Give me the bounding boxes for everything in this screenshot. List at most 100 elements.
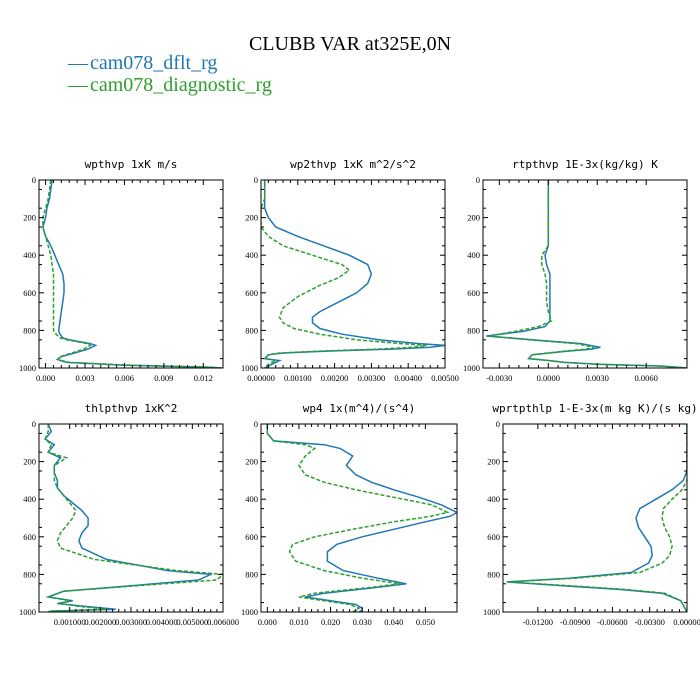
plot-frame: [502, 423, 688, 613]
y-tick-label: 400: [23, 494, 36, 504]
y-tick-label: 800: [245, 325, 258, 335]
panel-2: wp2thvp 1xK m^2/s^2020040060080010000.00…: [241, 158, 459, 383]
x-tick-label: 0.030: [353, 617, 372, 627]
x-tick-label: 0.020: [321, 617, 340, 627]
x-tick-label: 0.000: [36, 373, 55, 383]
y-tick-label: 600: [487, 532, 500, 542]
panel-title: wp2thvp 1xK m^2/s^2: [290, 158, 416, 171]
legend-marker-2: —: [67, 74, 89, 96]
panel-title: thlpthvp 1xK^2: [85, 402, 178, 415]
series-line-dflt: [266, 424, 457, 612]
series-line-diagnostic: [266, 424, 450, 612]
panel-title: wp4 1x(m^4)/(s^4): [303, 402, 416, 415]
y-tick-label: 400: [467, 250, 480, 260]
x-tick-label: -0.00900: [560, 617, 590, 627]
series-line-diagnostic: [44, 424, 223, 612]
y-tick-label: 1000: [241, 363, 258, 373]
y-tick-label: 800: [467, 325, 480, 335]
x-tick-label: 0.00100: [284, 373, 312, 383]
y-tick-label: 0: [476, 175, 480, 185]
y-tick-label: 1000: [19, 607, 36, 617]
x-tick-label: 0.050: [416, 617, 435, 627]
x-tick-label: 0.005000: [176, 617, 208, 627]
x-tick-label: 0.010: [289, 617, 308, 627]
y-tick-label: 600: [245, 532, 258, 542]
x-tick-label: 0.0030: [586, 373, 609, 383]
y-tick-label: 800: [23, 325, 36, 335]
y-tick-label: 0: [254, 175, 258, 185]
panel-4: thlpthvp 1xK^2020040060080010000.0010000…: [19, 402, 239, 627]
x-tick-label: 0.00500: [431, 373, 459, 383]
y-tick-label: 200: [23, 457, 36, 467]
y-tick-label: 0: [32, 419, 36, 429]
x-tick-label: -0.00600: [597, 617, 627, 627]
y-tick-label: 1000: [241, 607, 258, 617]
series-line-diagnostic: [261, 180, 427, 368]
series-line-dflt: [43, 424, 214, 612]
x-tick-label: -0.01200: [523, 617, 553, 627]
series-line-diagnostic: [506, 424, 687, 612]
y-tick-label: 200: [467, 213, 480, 223]
x-tick-label: -0.0030: [486, 373, 512, 383]
y-tick-label: 600: [23, 532, 36, 542]
plot-frame: [38, 179, 224, 369]
y-tick-label: 800: [487, 569, 500, 579]
x-tick-label: 0.009: [154, 373, 173, 383]
x-tick-label: 0.00000: [673, 617, 700, 627]
panel-title: wprtpthlp 1-E-3x(m kg K)/(s kg): [492, 402, 697, 415]
x-tick-label: 0.040: [384, 617, 403, 627]
x-tick-label: 0.003000: [115, 617, 147, 627]
y-tick-label: 1000: [19, 363, 36, 373]
x-tick-label: 0.006: [115, 373, 134, 383]
legend: — cam078_dflt_rg — cam078_diagnostic_rg: [67, 52, 272, 96]
y-tick-label: 200: [23, 213, 36, 223]
y-tick-label: 600: [245, 288, 258, 298]
y-tick-label: 1000: [463, 363, 480, 373]
y-tick-label: 200: [487, 457, 500, 467]
x-tick-label: 0.004000: [146, 617, 178, 627]
y-tick-label: 200: [245, 457, 258, 467]
panel-3: rtpthvp 1E-3x(kg/kg) K 0 200 400 600 800 1000-…: [463, 158, 688, 383]
legend-marker-1: —: [67, 52, 89, 74]
legend-label-1: cam078_dflt_rg: [90, 52, 217, 74]
x-tick-label: 0.00200: [321, 373, 349, 383]
series-line-dflt: [486, 180, 687, 368]
x-tick-label: 0.00400: [394, 373, 422, 383]
x-tick-label: 0.00000: [247, 373, 275, 383]
x-tick-label: 0.000: [258, 617, 277, 627]
plot-frame: [38, 423, 224, 613]
y-tick-label: 400: [487, 494, 500, 504]
y-tick-label: 600: [467, 288, 480, 298]
x-tick-label: 0.00300: [358, 373, 386, 383]
panel-6: wprtpthlp 1-E-3x(m kg K)/(s kg) 0 200 400 60…: [483, 402, 700, 627]
panel-title: rtpthvp 1E-3x(kg/kg) K: [512, 158, 658, 171]
y-tick-label: 400: [245, 250, 258, 260]
series-line-dflt: [42, 180, 223, 368]
y-tick-label: 0: [32, 175, 36, 185]
y-tick-label: 400: [245, 494, 258, 504]
panel-title: wpthvp 1xK m/s: [85, 158, 178, 171]
x-tick-label: 0.003: [75, 373, 94, 383]
series-line-diagnostic: [489, 180, 687, 368]
x-tick-label: 0.0060: [635, 373, 658, 383]
y-tick-label: 800: [245, 569, 258, 579]
y-tick-label: 200: [245, 213, 258, 223]
x-tick-label: 0.001000: [54, 617, 86, 627]
x-tick-label: 0.006000: [207, 617, 239, 627]
legend-label-2: cam078_diagnostic_rg: [90, 74, 272, 96]
y-tick-label: 0: [496, 419, 500, 429]
x-tick-label: 0.002000: [84, 617, 116, 627]
plot-frame: [260, 423, 458, 613]
y-tick-label: 600: [23, 288, 36, 298]
y-tick-label: 0: [254, 419, 258, 429]
plot-frame: [260, 179, 446, 369]
y-tick-label: 800: [23, 569, 36, 579]
figure-title: CLUBB VAR at325E,0N: [249, 33, 451, 55]
x-tick-label: 0.012: [194, 373, 213, 383]
plot-frame: [482, 179, 688, 369]
x-tick-label: -0.00300: [634, 617, 664, 627]
